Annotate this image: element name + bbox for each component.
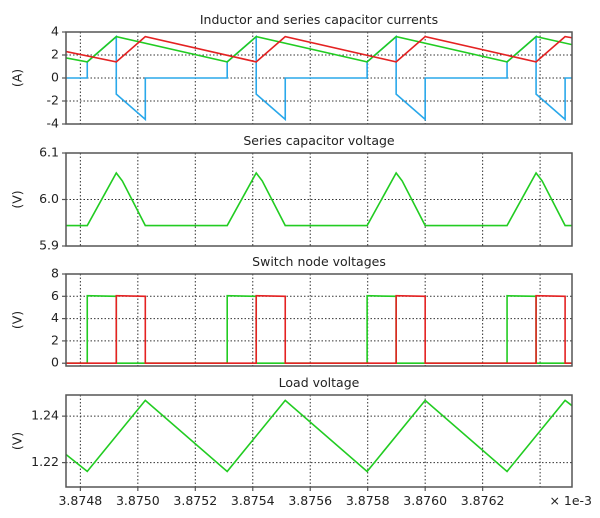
y-tick-label: 5.9: [39, 238, 59, 253]
x-axis-multiplier: × 1e-3: [549, 493, 592, 508]
trace-series-capacitor-voltage: [66, 171, 572, 227]
y-tick-label: 8: [51, 266, 59, 281]
x-tick-label: 3.8754: [231, 493, 275, 508]
trace-load-voltage: [66, 399, 572, 473]
x-tick-label: 3.8762: [461, 493, 505, 508]
x-tick-label: 3.8756: [288, 493, 332, 508]
plot-title: Load voltage: [279, 375, 360, 390]
y-tick-label: 6.1: [39, 145, 59, 160]
y-tick-label: 1.22: [31, 454, 59, 469]
plot-title: Inductor and series capacitor currents: [200, 12, 438, 27]
trace-switch-node-2: [66, 294, 572, 365]
y-tick-label: 0: [51, 355, 59, 370]
plot-frame: [65, 273, 573, 367]
y-tick-label: 1.24: [31, 408, 59, 423]
plot-title: Switch node voltages: [252, 254, 386, 269]
x-tick-label: 3.8760: [403, 493, 447, 508]
x-tick-label: 3.8748: [58, 493, 102, 508]
grid-lines: [66, 153, 572, 246]
y-tick-label: 6.0: [39, 191, 59, 206]
y-tick-label: -2: [47, 93, 59, 108]
trace-switch-node-1: [66, 294, 572, 365]
plot-panel-2: Series capacitor voltage (V) 6.1 6.0 5.9: [10, 133, 573, 253]
y-tick-label: 4: [51, 24, 59, 39]
plot-panel-4: Load voltage (V) 1.24 1.22: [10, 375, 573, 488]
y-tick-label: 2: [51, 47, 59, 62]
plot-frame: [65, 31, 573, 125]
plot-title: Series capacitor voltage: [243, 133, 395, 148]
plot-panel-1: Inductor and series capacitor currents (A…: [10, 12, 573, 131]
plot-panel-3: Switch node voltages (V) 8 6 4 2 0: [10, 254, 573, 370]
x-tick-label: 3.8758: [346, 493, 390, 508]
traces: [66, 34, 572, 122]
y-tick-label: -4: [47, 116, 60, 131]
y-tick-label: 4: [51, 310, 59, 325]
trace-inductor-current-2: [66, 35, 572, 63]
x-tick-label: 3.8750: [116, 493, 160, 508]
y-axis-label: (A): [10, 69, 25, 87]
plot-frame: [65, 394, 573, 488]
grid-lines: [66, 395, 572, 487]
traces: [66, 171, 572, 227]
y-axis-label: (V): [10, 190, 25, 208]
y-tick-label: 0: [51, 70, 59, 85]
x-tick-label: 3.8752: [173, 493, 217, 508]
x-axis: 3.8748 3.8750 3.8752 3.8754 3.8756 3.8758 3.87…: [58, 487, 592, 508]
trace-inductor-current-1: [66, 35, 572, 63]
grid-lines: [66, 274, 572, 366]
y-tick-label: 2: [51, 332, 59, 347]
traces: [66, 294, 572, 365]
y-axis-label: (V): [10, 432, 25, 450]
plot-frame: [65, 152, 573, 247]
y-axis-label: (V): [10, 311, 25, 329]
traces: [66, 399, 572, 473]
trace-series-capacitor-current: [66, 34, 572, 122]
y-tick-label: 6: [51, 288, 59, 303]
